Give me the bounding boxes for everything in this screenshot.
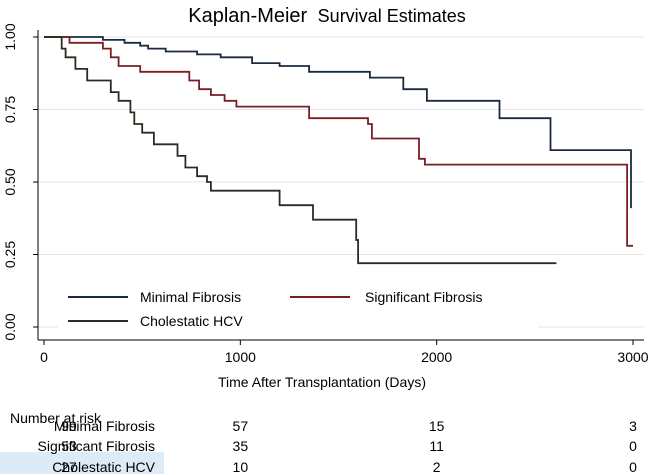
y-tick-label: 0.00: [2, 313, 18, 340]
risk-row-label: Minimal Fibrosis: [54, 418, 155, 434]
chart-title: Kaplan-Meier Survival Estimates: [188, 5, 465, 27]
y-tick-label: 0.50: [2, 168, 18, 195]
risk-value: 3: [629, 418, 637, 434]
risk-value: 0: [629, 438, 637, 454]
survival-curves: [44, 36, 633, 265]
risk-value: 53: [61, 438, 77, 454]
legend-label-significant: Significant Fibrosis: [365, 289, 483, 305]
legend-label-minimal: Minimal Fibrosis: [140, 289, 241, 305]
axes: [37, 30, 644, 341]
risk-value: 27: [61, 459, 77, 475]
risk-row-label: Cholestatic HCV: [52, 459, 155, 475]
risk-row-label: Significant Fibrosis: [38, 438, 156, 454]
x-ticks: 0 1000 2000 3000: [40, 340, 649, 365]
legend-label-cholestatic: Cholestatic HCV: [140, 313, 243, 329]
x-tick-label: 2000: [421, 349, 452, 365]
risk-value: 15: [429, 418, 445, 434]
risk-value: 2: [433, 459, 441, 475]
y-ticks: 0.00 0.25 0.50 0.75 1.00: [2, 23, 38, 341]
risk-value: 57: [233, 418, 249, 434]
x-tick-label: 3000: [617, 349, 648, 365]
risk-value: 10: [233, 459, 249, 475]
risk-value: 35: [233, 438, 249, 454]
x-axis-label: Time After Transplantation (Days): [218, 374, 426, 390]
y-tick-label: 0.25: [2, 241, 18, 268]
risk-value: 99: [61, 418, 77, 434]
survival-curve-1: [44, 36, 633, 247]
risk-value: 11: [429, 438, 444, 454]
survival-curve-0: [44, 36, 632, 209]
legend: Minimal Fibrosis Significant Fibrosis Ch…: [58, 282, 538, 334]
risk-highlight: [0, 452, 164, 474]
risk-value: 0: [629, 459, 637, 475]
x-tick-label: 1000: [225, 349, 256, 365]
chart-title-rest: Survival Estimates: [318, 6, 466, 26]
survival-curve-2: [44, 36, 557, 265]
legend-background: [58, 282, 538, 334]
chart-title-main: Kaplan-Meier: [188, 5, 307, 27]
risk-table-header: Number at risk: [10, 410, 102, 426]
y-tick-label: 1.00: [2, 23, 18, 50]
x-tick-label: 0: [40, 349, 48, 365]
y-tick-label: 0.75: [2, 96, 18, 123]
